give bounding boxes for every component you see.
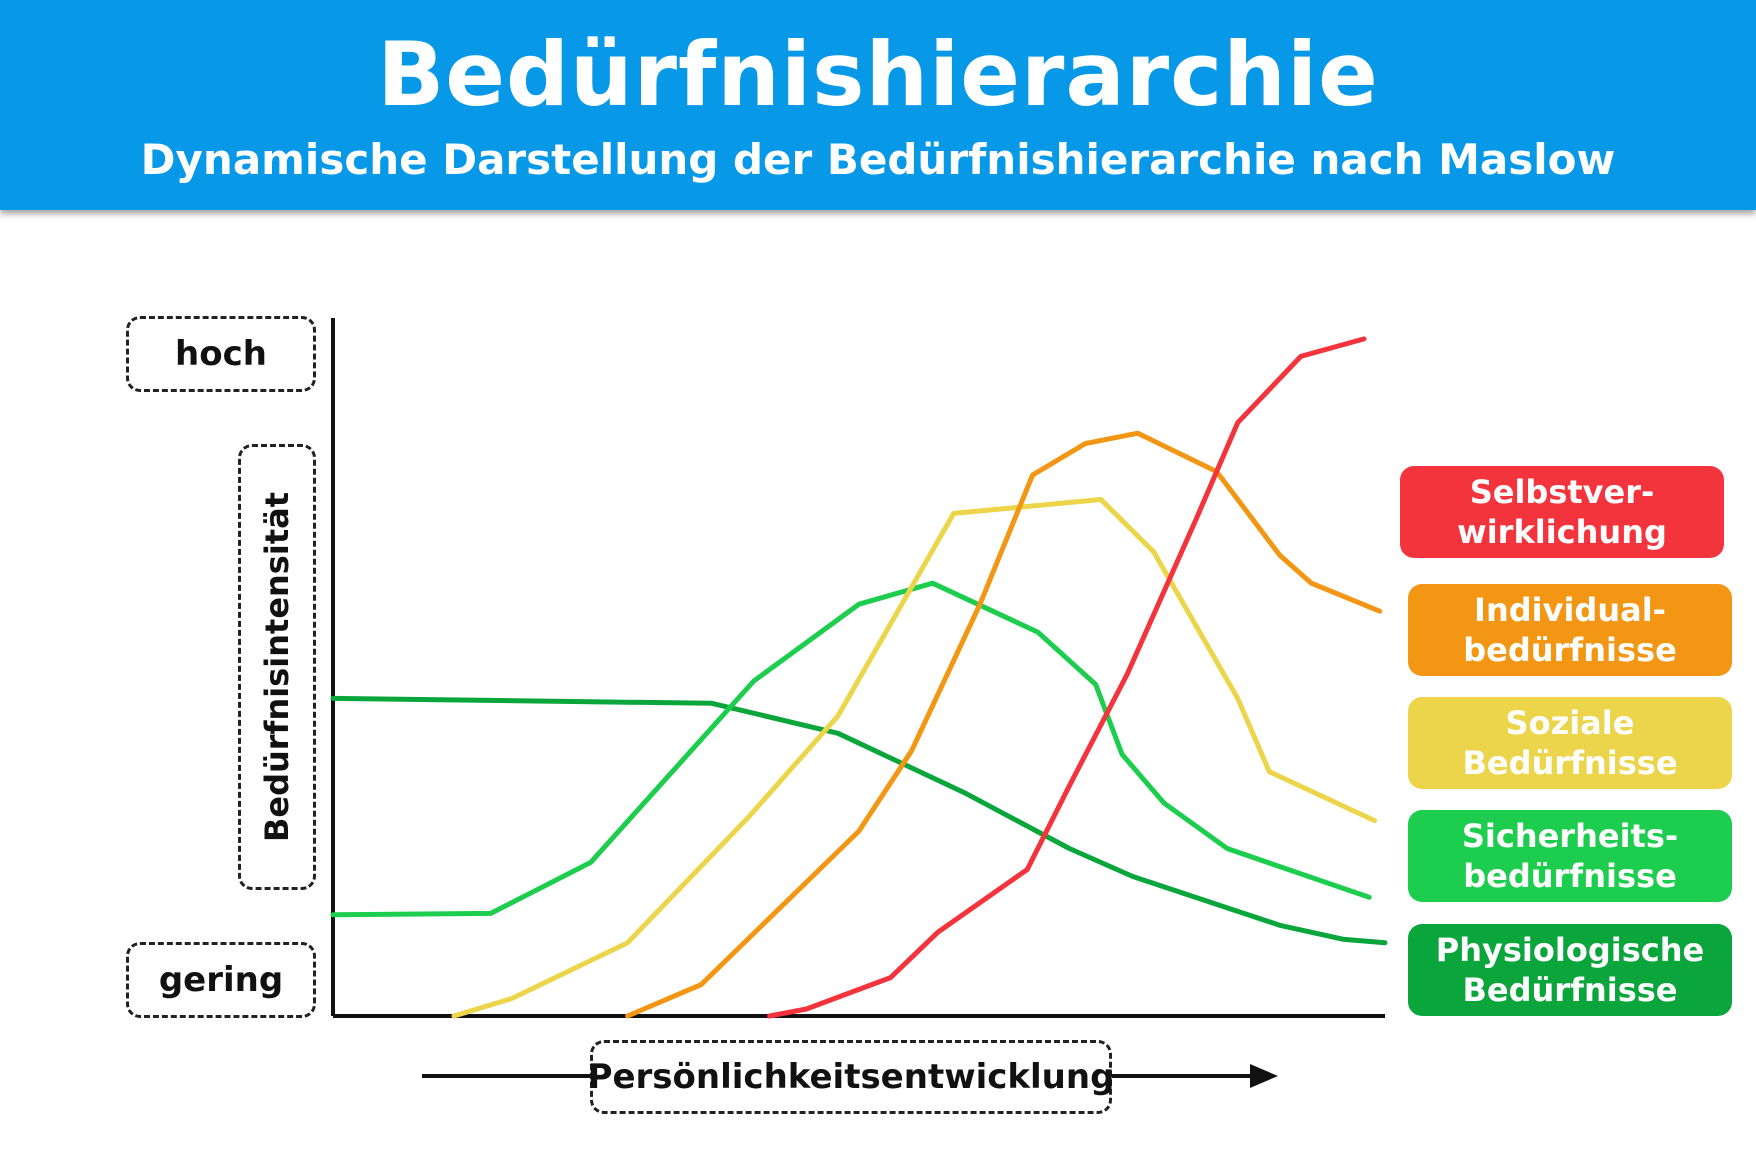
legend-item-1: Sicherheits- bedürfnisse — [1408, 810, 1732, 902]
x-axis-label: Persönlichkeitsentwicklung — [588, 1040, 1114, 1114]
legend-item-0: Physiologische Bedürfnisse — [1408, 924, 1732, 1016]
legend-item-4: Selbstver- wirklichung — [1400, 466, 1724, 558]
series-line-3 — [625, 430, 1383, 1019]
series-line-2 — [451, 497, 1377, 1019]
series-line-0 — [330, 695, 1388, 946]
page-title: Bedürfnishierarchie — [377, 23, 1379, 126]
series-line-1 — [330, 580, 1372, 918]
chart-series-lines — [330, 336, 1388, 1019]
y-axis-label-box: Bedürfnisintensität — [238, 444, 316, 890]
header-banner: Bedürfnishierarchie Dynamische Darstellu… — [0, 0, 1756, 210]
legend-item-3: Individual- bedürfnisse — [1408, 584, 1732, 676]
chart-axes — [331, 318, 1385, 1018]
page-subtitle: Dynamische Darstellung der Bedürfnishier… — [140, 135, 1616, 184]
legend-item-2: Soziale Bedürfnisse — [1408, 697, 1732, 789]
series-line-4 — [767, 336, 1367, 1019]
y-axis-label: Bedürfnisintensität — [258, 491, 297, 843]
x-arrow-head — [1250, 1064, 1278, 1088]
y-level-low-label: gering — [126, 942, 316, 1018]
y-level-high-label: hoch — [126, 316, 316, 392]
